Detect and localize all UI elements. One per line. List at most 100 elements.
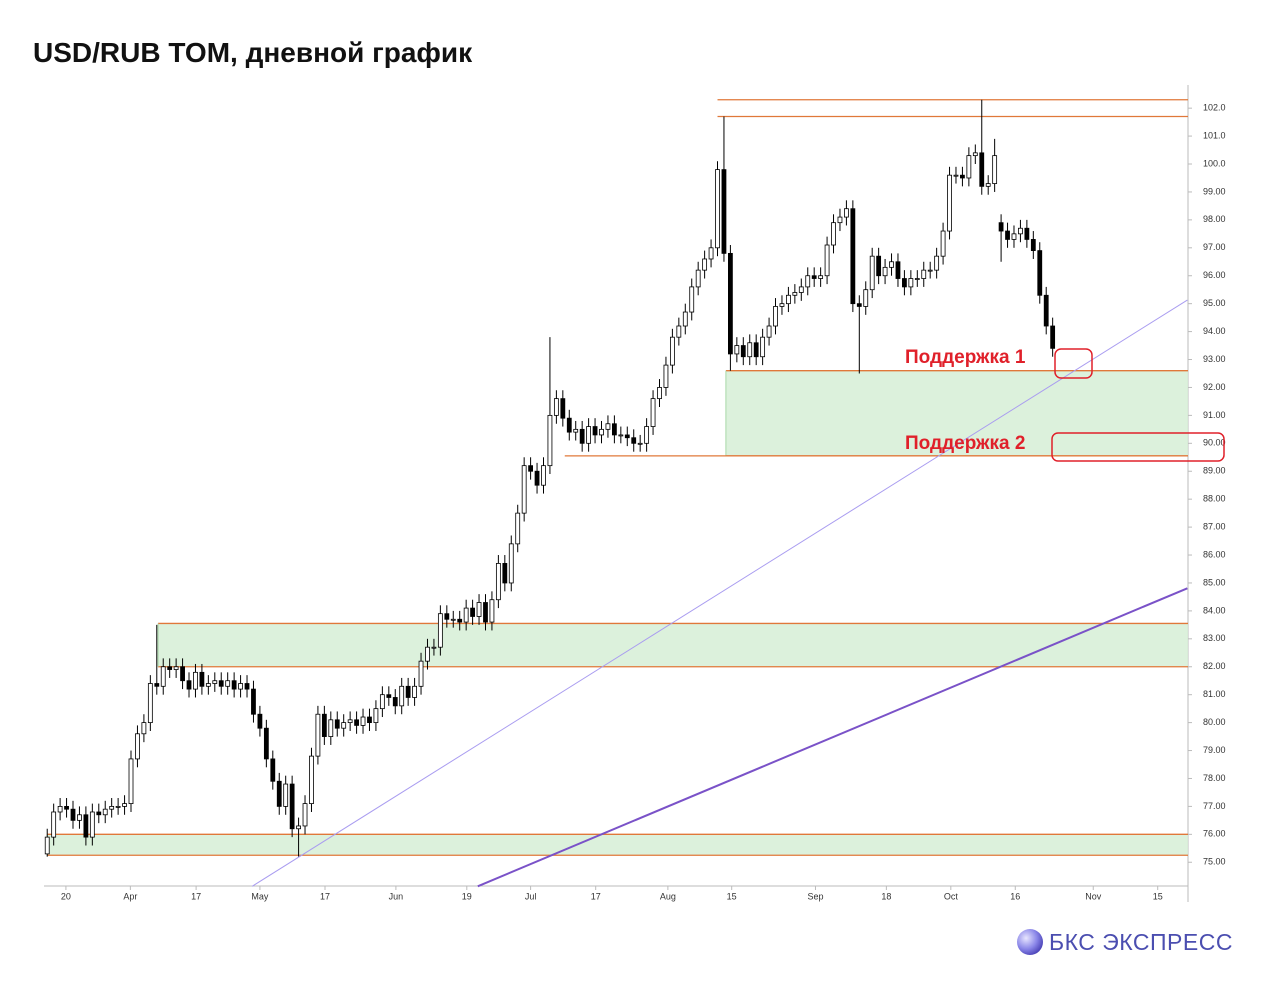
candle-body [521, 465, 527, 514]
candle-body [637, 442, 643, 445]
x-tick-label: 19 [462, 891, 472, 901]
candle-body [321, 713, 327, 737]
candle-body [392, 697, 398, 707]
candle-body [379, 694, 385, 710]
y-tick-label: 80.00 [1203, 717, 1226, 727]
candle-body [470, 607, 475, 617]
candle-body [160, 666, 166, 687]
candle-body [921, 269, 927, 279]
candle-body [463, 607, 469, 623]
candle-body [979, 152, 985, 187]
candle-body [141, 722, 147, 735]
candle-body [495, 563, 501, 601]
x-tick-label: 17 [191, 891, 201, 901]
candle-body [773, 306, 778, 327]
candle-body [437, 613, 443, 648]
y-tick-label: 78.00 [1203, 773, 1226, 783]
candle-body [515, 512, 521, 545]
candle-body [1037, 250, 1043, 296]
candle-body [96, 811, 102, 816]
candle-body [444, 613, 450, 620]
x-tick-label: Sep [807, 891, 823, 901]
candle-body [1030, 239, 1036, 251]
support-zone [725, 370, 1188, 456]
x-tick-label: Apr [123, 891, 137, 901]
candle-body [483, 602, 488, 623]
y-tick-label: 76.00 [1203, 829, 1226, 839]
candle-body [57, 806, 63, 813]
x-tick-label: Nov [1085, 891, 1102, 901]
y-tick-label: 81.00 [1203, 689, 1226, 699]
annotation: Поддержка 2 [905, 433, 1025, 454]
candle-body [715, 169, 720, 249]
candle-body [276, 780, 282, 807]
candle-body [405, 685, 411, 698]
y-tick-label: 95.00 [1203, 298, 1226, 308]
candle-body [779, 303, 785, 307]
candle-body [193, 671, 198, 690]
candle-body [592, 426, 598, 436]
candle-body [644, 426, 650, 444]
candle-body [760, 336, 766, 358]
candle-body [328, 719, 334, 737]
candle-body [457, 618, 463, 623]
candle-body [354, 719, 359, 726]
y-tick-label: 75.00 [1203, 857, 1226, 867]
y-tick-label: 100.0 [1203, 158, 1226, 168]
x-tick-label: May [251, 891, 269, 901]
candle-body [89, 811, 95, 838]
x-tick-label: Jun [389, 891, 404, 901]
candle-body [992, 155, 998, 184]
candle-body [64, 806, 69, 810]
support-zone [47, 834, 1188, 856]
candle-body [199, 671, 205, 687]
candle-body [902, 278, 907, 288]
candle-body [889, 261, 894, 268]
candle-body [302, 803, 308, 827]
candle-body [289, 783, 295, 830]
x-tick-label: 18 [881, 891, 891, 901]
candle-body [618, 434, 624, 437]
candle-body [367, 716, 372, 724]
candle-body [418, 660, 424, 687]
candle-body [1018, 227, 1023, 235]
candle-body [109, 806, 115, 810]
y-tick-label: 90.00 [1203, 438, 1226, 448]
candle-body [218, 680, 224, 687]
candle-body [360, 716, 366, 726]
candle-body [1024, 227, 1030, 240]
candle-body [753, 342, 759, 358]
candle-body [682, 311, 688, 327]
candle-body [940, 230, 946, 257]
candle-body [605, 423, 611, 430]
candle-body [702, 258, 708, 271]
plot-area: 75.00 76.00 77.00 78.00 79.00 80.00 81.00 82.00… [44, 85, 1226, 902]
y-tick-label: 94.00 [1203, 326, 1226, 336]
candle-body [257, 713, 263, 729]
candle-body [296, 825, 301, 830]
x-tick-label: 16 [1010, 891, 1020, 901]
candle-body [102, 808, 108, 816]
candle-body [135, 733, 140, 760]
trend-line [477, 587, 1188, 888]
candle-body [734, 345, 740, 355]
candle-body [1005, 230, 1010, 240]
highlight-box [1051, 432, 1225, 462]
y-tick-label: 96.00 [1203, 270, 1226, 280]
candle-body [786, 294, 791, 305]
candle-body [792, 292, 798, 296]
brand-name: БКС ЭКСПРЕСС [1049, 929, 1233, 955]
y-tick-label: 99.00 [1203, 186, 1226, 196]
y-tick-label: 89.00 [1203, 466, 1226, 476]
candle-body [1011, 233, 1017, 240]
candle-body [966, 155, 972, 179]
candle-body [115, 806, 121, 808]
candle-body [425, 646, 430, 662]
candle-body [180, 666, 185, 682]
candle-body [586, 426, 592, 444]
candle-body [431, 646, 437, 649]
candle-body [186, 680, 192, 690]
candle-body [960, 174, 965, 179]
candle-body [231, 680, 237, 690]
